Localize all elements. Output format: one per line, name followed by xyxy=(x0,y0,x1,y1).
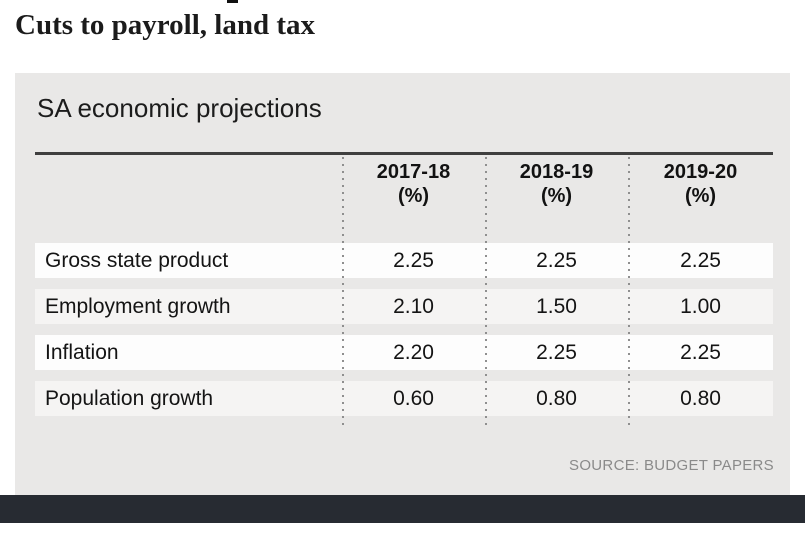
header-cell-2017-18: 2017-18 (%) xyxy=(342,160,485,208)
footer-bar xyxy=(0,495,805,523)
header-cell-2018-19: 2018-19 (%) xyxy=(485,160,628,208)
row-label-inflation: Inflation xyxy=(45,340,119,364)
cell-value: 2.25 xyxy=(680,248,721,272)
infographic-title: SA economic projections xyxy=(37,93,322,123)
table-row: Population growth 0.60 0.80 0.80 xyxy=(35,381,773,416)
cell-value: 2.25 xyxy=(536,340,577,364)
cell-value: 2.10 xyxy=(393,294,434,318)
table-row: Inflation 2.20 2.25 2.25 xyxy=(35,335,773,370)
table-header-row: 2017-18 (%) 2018-19 (%) 2019-20 (%) xyxy=(35,160,773,216)
column-divider-dotted xyxy=(485,157,487,427)
column-divider-dotted xyxy=(628,157,630,427)
header-year: 2017-18 xyxy=(376,161,451,183)
header-year: 2018-19 xyxy=(519,161,594,183)
cell-value: 2.25 xyxy=(680,340,721,364)
title-divider-rule xyxy=(35,152,773,155)
row-label-employment-growth: Employment growth xyxy=(45,294,231,318)
row-label-population-growth: Population growth xyxy=(45,386,214,410)
cell-value: 1.50 xyxy=(536,294,577,318)
header-unit: (%) xyxy=(540,185,573,207)
cell-value: 0.80 xyxy=(680,386,721,410)
infographic-panel: SA economic projections 2017-18 (%) 2018… xyxy=(15,73,790,495)
column-divider-dotted xyxy=(342,157,344,427)
header-unit: (%) xyxy=(397,185,430,207)
cell-value: 2.25 xyxy=(393,248,434,272)
cell-value: 0.60 xyxy=(393,386,434,410)
cell-value: 1.00 xyxy=(680,294,721,318)
table-row: Gross state product 2.25 2.25 2.25 xyxy=(35,243,773,278)
row-label-gross-state-product: Gross state product xyxy=(45,248,229,272)
header-unit: (%) xyxy=(684,185,717,207)
header-cell-2019-20: 2019-20 (%) xyxy=(628,160,773,208)
source-credit: SOURCE: BUDGET PAPERS xyxy=(569,457,774,474)
cell-value: 2.20 xyxy=(393,340,434,364)
cropped-top-edge-artifact xyxy=(227,0,238,3)
header-year: 2019-20 xyxy=(663,161,738,183)
table-row: Employment growth 2.10 1.50 1.00 xyxy=(35,289,773,324)
article-headline: Cuts to payroll, land tax xyxy=(15,9,315,41)
cell-value: 0.80 xyxy=(536,386,577,410)
cell-value: 2.25 xyxy=(536,248,577,272)
